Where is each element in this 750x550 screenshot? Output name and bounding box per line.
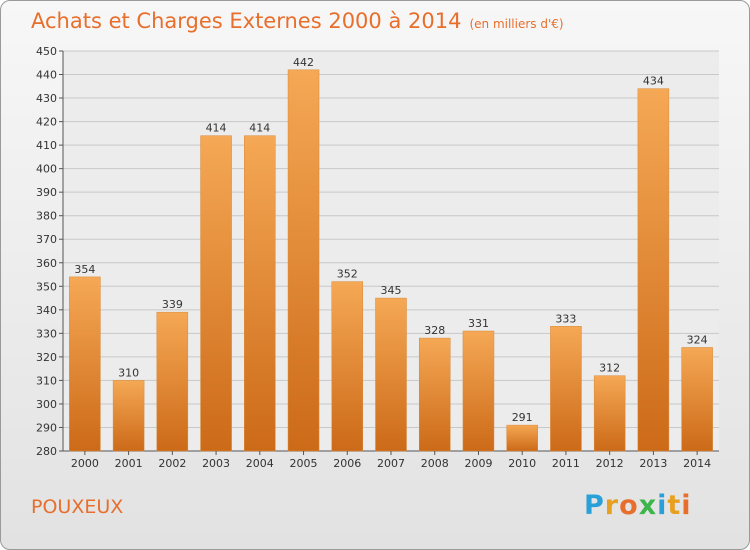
y-tick-label: 320 <box>36 351 57 364</box>
x-tick-label: 2011 <box>552 457 580 470</box>
y-tick-label: 310 <box>36 374 57 387</box>
y-tick-label: 280 <box>36 445 57 458</box>
bar <box>244 135 276 452</box>
bar <box>506 424 538 452</box>
bar-value-label: 291 <box>512 411 533 424</box>
bar <box>69 276 101 452</box>
x-tick-label: 2004 <box>246 457 274 470</box>
y-tick-label: 390 <box>36 186 57 199</box>
y-tick-label: 340 <box>36 304 57 317</box>
y-tick-label: 290 <box>36 421 57 434</box>
y-tick-label: 360 <box>36 257 57 270</box>
bar <box>200 135 232 452</box>
bar-value-label: 328 <box>424 324 445 337</box>
bar-value-label: 339 <box>162 298 183 311</box>
bar-value-label: 345 <box>381 284 402 297</box>
bar-value-label: 442 <box>293 56 314 69</box>
y-tick-label: 380 <box>36 210 57 223</box>
x-tick-label: 2005 <box>290 457 318 470</box>
bar-value-label: 434 <box>643 75 664 88</box>
bar <box>418 337 451 452</box>
x-tick-label: 2010 <box>508 457 536 470</box>
logo-letter: P <box>584 490 605 521</box>
logo-letter: r <box>604 490 620 521</box>
x-tick-label: 2009 <box>464 457 492 470</box>
bar <box>637 88 670 452</box>
bar-value-label: 310 <box>118 366 139 379</box>
logo-letter: x <box>638 490 658 521</box>
bar-value-label: 331 <box>468 317 489 330</box>
x-tick-label: 2008 <box>421 457 449 470</box>
x-tick-label: 2006 <box>333 457 361 470</box>
commune-name: POUXEUX <box>31 496 124 518</box>
bar-value-label: 333 <box>555 312 576 325</box>
x-tick-label: 2003 <box>202 457 230 470</box>
bar-value-label: 324 <box>687 333 708 346</box>
bar-value-label: 414 <box>249 122 270 135</box>
bar <box>156 311 189 452</box>
x-tick-label: 2013 <box>639 457 667 470</box>
x-tick-label: 2012 <box>596 457 624 470</box>
bar-value-label: 352 <box>337 268 358 281</box>
y-tick-label: 440 <box>36 69 57 82</box>
logo-letter: i <box>657 490 668 521</box>
y-tick-label: 330 <box>36 327 57 340</box>
chart-subtitle: (en milliers d'€) <box>469 17 564 31</box>
y-tick-label: 370 <box>36 233 57 246</box>
bar <box>681 347 713 452</box>
x-tick-label: 2014 <box>683 457 711 470</box>
y-tick-label: 430 <box>36 92 57 105</box>
bar-value-label: 414 <box>206 122 227 135</box>
y-tick-label: 450 <box>36 45 57 58</box>
bar-value-label: 354 <box>74 263 95 276</box>
y-tick-label: 350 <box>36 280 57 293</box>
bar <box>593 375 626 452</box>
bar <box>112 380 145 452</box>
bar <box>462 330 495 452</box>
y-tick-label: 420 <box>36 116 57 129</box>
proxiti-logo[interactable]: Proxiti <box>584 490 692 521</box>
logo-letter: o <box>619 490 639 521</box>
bar <box>287 69 320 452</box>
logo-letter: i <box>681 490 692 521</box>
bar <box>331 281 364 452</box>
bar-value-label: 312 <box>599 362 620 375</box>
bar <box>550 326 582 452</box>
bar <box>375 297 407 452</box>
y-tick-label: 410 <box>36 139 57 152</box>
x-tick-label: 2000 <box>71 457 99 470</box>
x-tick-label: 2002 <box>158 457 186 470</box>
y-tick-label: 400 <box>36 163 57 176</box>
y-tick-label: 300 <box>36 398 57 411</box>
x-tick-label: 2007 <box>377 457 405 470</box>
chart-title-text: Achats et Charges Externes 2000 à 2014 <box>31 9 462 33</box>
x-tick-label: 2001 <box>115 457 143 470</box>
chart-title: Achats et Charges Externes 2000 à 2014 (e… <box>31 9 564 33</box>
logo-letter: t <box>667 490 682 521</box>
